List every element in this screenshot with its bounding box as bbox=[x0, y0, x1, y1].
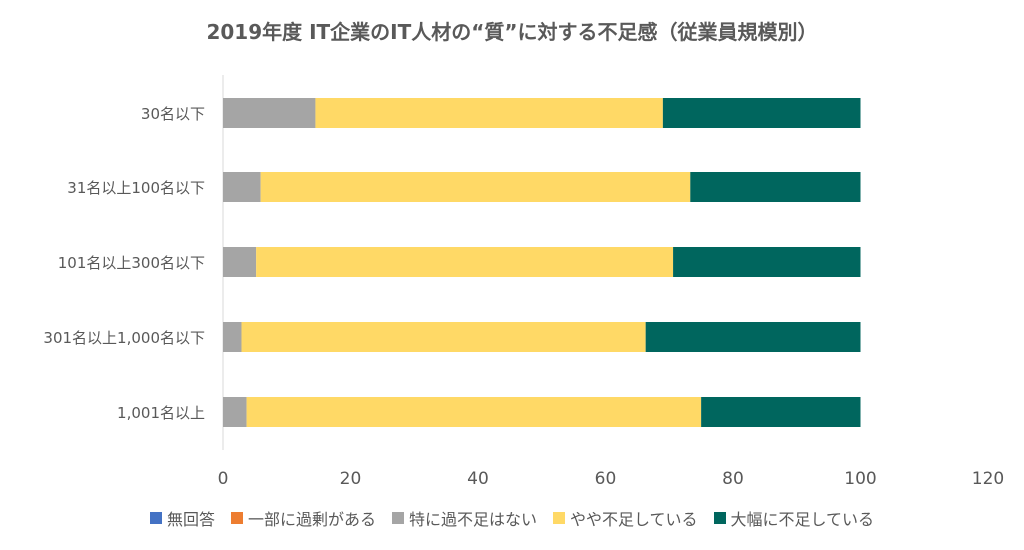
x-tick-label: 80 bbox=[722, 469, 744, 489]
category-label: 30名以下 bbox=[141, 105, 205, 123]
category-label: 101名以上300名以下 bbox=[58, 254, 205, 272]
legend-item: やや不足している bbox=[552, 506, 698, 530]
x-tick-label: 20 bbox=[340, 469, 362, 489]
bar-segment bbox=[260, 172, 691, 202]
bar-segment bbox=[662, 98, 861, 128]
legend-item: 大幅に不足している bbox=[713, 506, 875, 530]
bar-segment bbox=[673, 247, 861, 277]
legend-item: 特に過不足はない bbox=[391, 506, 537, 530]
bar-segment bbox=[645, 322, 861, 352]
category-label: 31名以上100名以下 bbox=[67, 179, 205, 197]
legend-item: 無回答 bbox=[149, 506, 215, 530]
bar-segment bbox=[256, 247, 674, 277]
bar-segment bbox=[246, 397, 702, 427]
bar-segment bbox=[223, 98, 316, 128]
category-label: 1,001名以上 bbox=[117, 404, 205, 422]
x-tick-label: 40 bbox=[467, 469, 489, 489]
legend-label: 一部に過剰がある bbox=[247, 510, 376, 529]
legend-swatch bbox=[713, 512, 726, 524]
bar-segment bbox=[241, 322, 646, 352]
bar-segment bbox=[223, 397, 247, 427]
bar-segment bbox=[223, 322, 242, 352]
category-label: 301名以上1,000名以下 bbox=[43, 329, 205, 347]
legend-label: 無回答 bbox=[166, 510, 215, 529]
chart-title: 2019年度 IT企業のIT人材の“質”に対する不足感（従業員規模別） bbox=[206, 20, 818, 44]
legend-label: 大幅に不足している bbox=[730, 510, 875, 529]
legend-label: 特に過不足はない bbox=[408, 510, 537, 529]
x-tick-label: 100 bbox=[844, 469, 876, 489]
bar-segment bbox=[701, 397, 861, 427]
plot-area: 30名以下 31名以上100名以下 101名以上300名以下 301名以上1,000名… bbox=[43, 75, 1004, 489]
legend-swatch bbox=[552, 512, 565, 524]
legend-label: やや不足している bbox=[569, 510, 698, 529]
x-tick-label: 0 bbox=[218, 469, 229, 489]
x-tick-label: 120 bbox=[972, 469, 1004, 489]
legend-swatch bbox=[149, 512, 162, 524]
legend-swatch bbox=[230, 512, 243, 524]
bar-segment bbox=[223, 247, 257, 277]
bar-segment bbox=[223, 172, 261, 202]
x-tick-label: 60 bbox=[595, 469, 617, 489]
legend-swatch bbox=[391, 512, 404, 524]
bar-segment bbox=[315, 98, 663, 128]
legend-item: 一部に過剰がある bbox=[230, 506, 376, 530]
legend: 無回答 一部に過剰がある 特に過不足はない やや不足している 大幅に不足している bbox=[0, 506, 1024, 530]
bar-segment bbox=[690, 172, 861, 202]
